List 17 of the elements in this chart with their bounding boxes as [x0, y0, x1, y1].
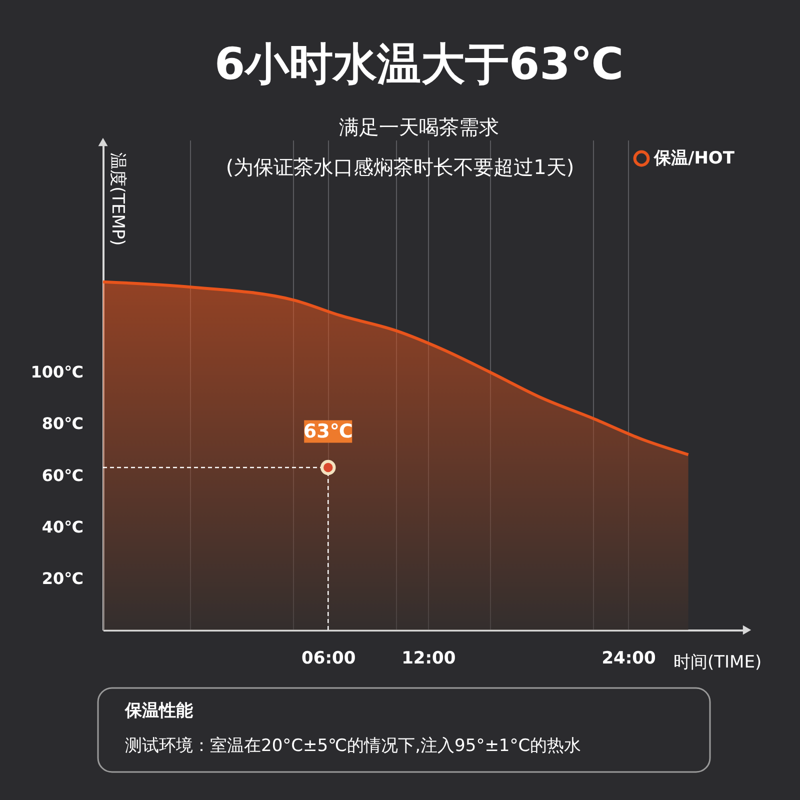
y-tick-label: 60℃: [42, 466, 84, 485]
x-tick-label: 12:00: [402, 648, 456, 668]
chart-title: 6小时水温大于63℃: [214, 38, 624, 90]
legend-label: 保温/HOT: [653, 148, 735, 168]
y-axis-title: 温度(TEMP): [108, 152, 128, 246]
y-tick-label: 40℃: [42, 517, 84, 536]
y-tick-label: 80℃: [42, 414, 84, 434]
x-axis-title: 时间(TIME): [674, 652, 762, 672]
x-tick-label: 24:00: [602, 648, 656, 668]
y-tick-label: 100℃: [30, 362, 84, 382]
x-tick-label: 06:00: [302, 648, 356, 668]
y-tick-label: 20℃: [42, 568, 84, 588]
text: 保温性能: [124, 701, 193, 721]
annotation: 63℃: [303, 420, 353, 443]
text: 测试环境：室温在20°C±5℃的情况下,注入95°±1°C的热水: [125, 736, 582, 756]
annotation: (为保证茶水口感焖茶时长不要超过1天): [226, 155, 574, 179]
chart-subtitle: 满足一天喝茶需求: [339, 114, 499, 139]
